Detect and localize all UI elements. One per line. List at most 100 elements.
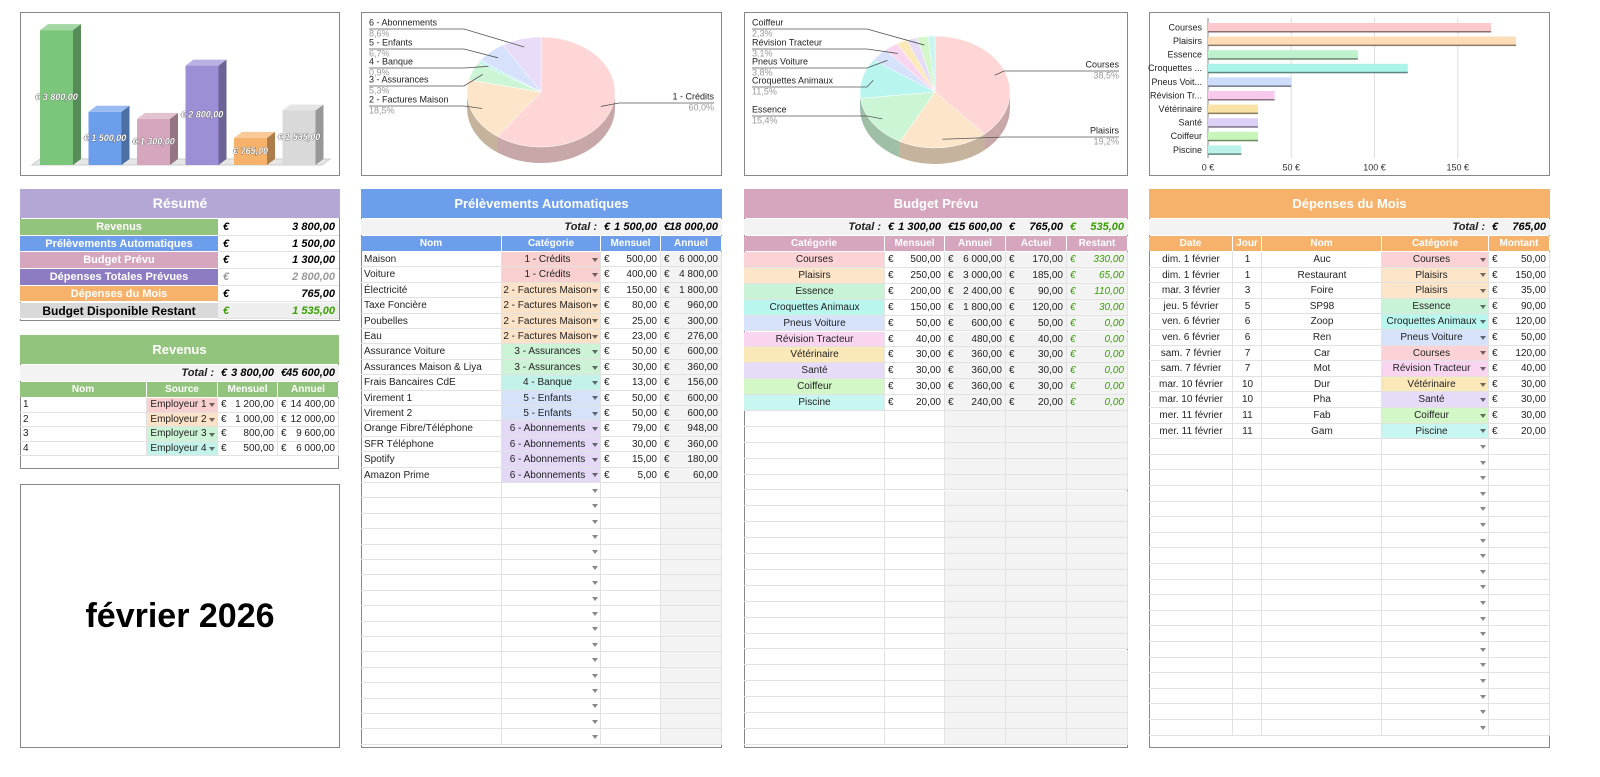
amount: 30,00 [631, 438, 657, 450]
cell [361, 344, 502, 360]
y-tick-label: Piscine [1173, 145, 1202, 155]
cell [885, 570, 945, 586]
leader-line [752, 80, 874, 88]
cell [1489, 673, 1550, 689]
text-cell: Frais Bancaires CdE [364, 377, 456, 389]
cell [601, 513, 661, 530]
cell [601, 390, 661, 406]
category-cell: 2 - Factures Maison [503, 315, 592, 327]
amount: 80,00 [631, 300, 657, 312]
cell [945, 538, 1006, 555]
bar [1208, 50, 1358, 60]
cell [744, 506, 885, 523]
currency-symbol: € [1070, 349, 1076, 361]
currency-symbol: € [664, 423, 670, 435]
cell [1489, 720, 1550, 736]
cell [661, 575, 722, 591]
cell [1489, 501, 1550, 518]
cell [502, 498, 601, 514]
currency-symbol: € [1492, 269, 1498, 281]
bar [1208, 63, 1408, 73]
pie-label: Courses [1085, 59, 1119, 69]
cell [885, 299, 945, 316]
bar-top [234, 131, 275, 138]
bar-front [282, 110, 316, 165]
cell [1382, 610, 1489, 627]
text-cell: Car [1313, 347, 1331, 359]
cell [601, 544, 661, 560]
cell [744, 252, 885, 268]
amount: 600,00 [971, 317, 1002, 329]
cell [361, 483, 502, 499]
amount: 12 000,00 [290, 413, 336, 425]
currency-symbol: € [664, 454, 670, 466]
cell [1149, 517, 1233, 533]
cell [1262, 252, 1382, 268]
amount: 3 800,00 [231, 367, 274, 379]
cell [1489, 564, 1550, 580]
cell [1262, 579, 1382, 596]
cell [502, 560, 601, 576]
cell [601, 606, 661, 622]
column-header: Restant [1067, 236, 1128, 251]
cell [661, 298, 722, 314]
amount: 30,00 [1520, 378, 1546, 390]
cell [945, 395, 1006, 411]
table-title: Résumé [20, 189, 340, 218]
dropdown-arrow [1480, 398, 1486, 403]
bar-top [282, 104, 324, 111]
dropdown-arrow [592, 288, 598, 293]
bar-edge [1208, 112, 1258, 115]
cell [1149, 298, 1233, 315]
cell [1006, 252, 1067, 268]
cell [502, 359, 601, 376]
text-cell: Gam [1311, 425, 1333, 437]
currency-symbol: € [223, 237, 230, 250]
cell [1006, 697, 1067, 714]
total-label: Total : [181, 367, 214, 379]
dropdown-arrow [1480, 569, 1486, 574]
cell [661, 498, 722, 514]
bar-value-label: € 3 800,00 [35, 92, 78, 102]
currency-symbol: € [223, 271, 230, 284]
pie-side [467, 92, 498, 153]
cell [502, 344, 601, 360]
text-cell: Poubelles [364, 315, 408, 327]
pie-value-label: 19,2% [1093, 136, 1119, 146]
currency-symbol: € [1492, 347, 1498, 359]
cell [885, 283, 945, 300]
cell [1382, 454, 1489, 471]
bar-front [137, 118, 170, 165]
cell [945, 617, 1006, 634]
summary-value-bg [218, 285, 339, 303]
currency-symbol: € [1492, 316, 1498, 328]
amount: 500,00 [910, 254, 941, 265]
cell [1006, 267, 1067, 284]
dropdown-arrow [1480, 554, 1486, 559]
cell [945, 585, 1006, 602]
amount: 15 600,00 [953, 221, 1002, 233]
text-cell: Assurance Voiture [364, 346, 446, 358]
cell [885, 554, 945, 570]
cell [945, 681, 1006, 698]
cell [1262, 454, 1382, 471]
cell [502, 421, 601, 437]
cell [361, 683, 502, 699]
category-cell: 5 - Enfants [523, 408, 572, 419]
cell [661, 344, 722, 360]
cell [744, 601, 885, 618]
summary-label: Dépenses Totales Prévues [20, 269, 218, 286]
cell [661, 606, 722, 622]
cell [601, 452, 661, 468]
cell [502, 390, 601, 406]
dropdown-arrow [592, 688, 598, 693]
table-title: Dépenses du Mois [1149, 189, 1550, 218]
cell [885, 601, 945, 618]
currency-symbol: € [1492, 221, 1499, 233]
cell [1233, 657, 1262, 674]
amount: 110,00 [1094, 285, 1124, 297]
cell [945, 331, 1006, 348]
cell [885, 585, 945, 602]
cell [502, 406, 601, 422]
cell [1489, 626, 1550, 642]
